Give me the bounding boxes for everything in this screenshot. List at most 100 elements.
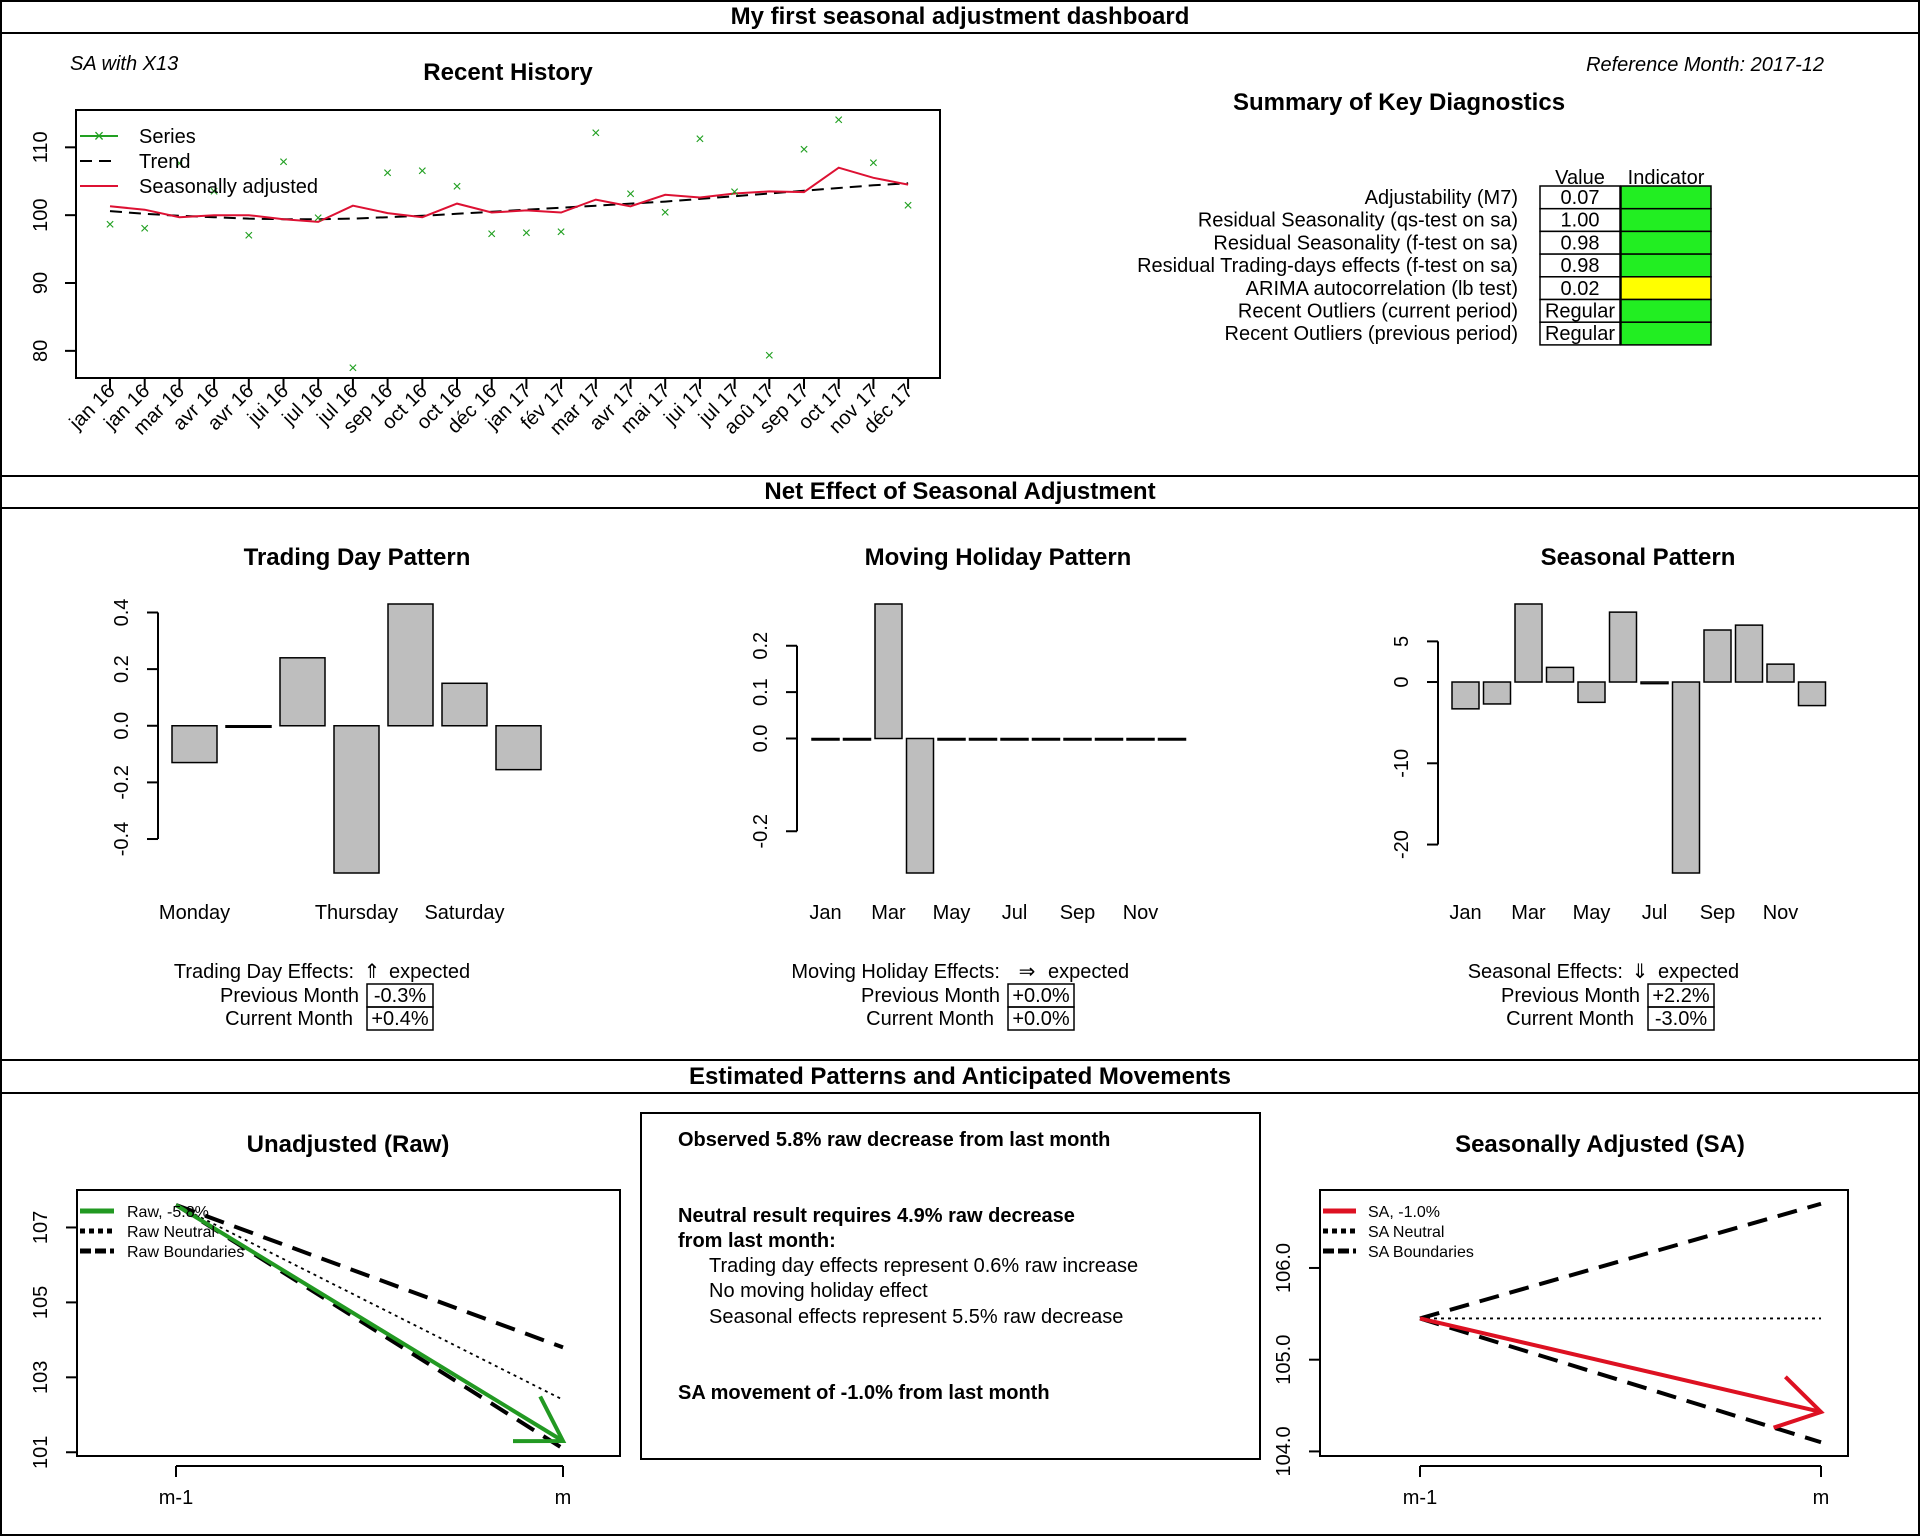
y-tick-label: 105.0	[1273, 1335, 1295, 1385]
trading-x-labels: Monday Thursday Saturday	[159, 902, 505, 924]
diagnostic-indicator-cell	[1620, 207, 1712, 233]
trading-curr-label: Current Month	[225, 1008, 353, 1030]
bar	[441, 682, 488, 727]
diagnostic-label: Recent Outliers (current period)	[1238, 301, 1518, 323]
y-tick-label: 0	[1391, 676, 1413, 687]
y-tick-label: 101	[30, 1436, 52, 1469]
legend-series-label: Series	[139, 126, 196, 148]
bar	[1126, 737, 1155, 741]
seasonal-prev-value: +2.2%	[1652, 985, 1709, 1007]
y-tick-label: 0.2	[111, 655, 133, 683]
x-category-label: Nov	[1763, 902, 1799, 924]
holiday-curr-label: Current Month	[866, 1008, 994, 1030]
trading-curr-value: +0.4%	[371, 1008, 428, 1030]
y-tick-label: 110	[30, 131, 52, 163]
y-tick-label: 0.2	[750, 632, 772, 660]
diagnostic-indicator-cell	[1620, 253, 1712, 278]
y-tick-label: 0.4	[111, 599, 133, 627]
raw-axes: 101 103 105 107 m-1 m	[30, 1211, 571, 1509]
y-tick-label: -10	[1391, 749, 1413, 778]
bar	[1482, 681, 1512, 705]
bar	[1608, 611, 1638, 683]
legend-series-marker: ×	[94, 126, 105, 146]
chart-title-trading-day: Trading Day Pattern	[244, 544, 471, 571]
movement-summary-frame	[640, 1112, 1261, 1460]
bar	[1577, 681, 1606, 704]
raw-movement-chart: Unadjusted (Raw) 101 103 105 107 m-1 m Raw, -…	[30, 1131, 621, 1509]
summary-observed: Observed 5.8% raw decrease from last mon…	[678, 1129, 1110, 1151]
diagnostic-indicator-cell	[1620, 230, 1712, 255]
series-points: × × × × × × × × × × × × × × × × × × × × × × × ×	[105, 112, 912, 377]
y-tick-label: 105	[30, 1286, 52, 1319]
series-point: ×	[105, 217, 114, 234]
series-point: ×	[695, 131, 704, 148]
series-point: ×	[244, 228, 253, 245]
x-category-label: Monday	[159, 902, 230, 924]
history-legend: × Series Trend Seasonally adjusted	[80, 126, 318, 198]
y-tick-label: -20	[1391, 830, 1413, 859]
diagnostic-value: 0.07	[1561, 187, 1600, 209]
legend-trend-label: Trend	[139, 151, 191, 173]
series-point: ×	[452, 179, 461, 196]
holiday-effects-heading: Moving Holiday Effects:	[791, 961, 1000, 983]
holiday-bars	[811, 603, 1187, 874]
holiday-curr-box	[1007, 1006, 1075, 1031]
trading-effects-arrow: ⇑	[364, 961, 381, 983]
seasonally-adjusted-line	[109, 166, 909, 223]
x-category-label: Jul	[1002, 902, 1028, 924]
bar	[1671, 681, 1701, 874]
bar	[333, 725, 380, 874]
summary-item-seasonal: Seasonal effects represent 5.5% raw decr…	[709, 1306, 1123, 1328]
x-category-label: Sep	[1700, 902, 1736, 924]
seasonal-chart: Seasonal Pattern -20 -10 0 5 Jan Mar May Jul Se…	[1391, 544, 1827, 924]
series-point: ×	[556, 224, 565, 241]
bar	[1545, 666, 1575, 683]
bar	[937, 737, 966, 741]
diagnostic-value: 0.98	[1561, 232, 1600, 254]
series-point: ×	[209, 183, 218, 200]
legend-sa-label: Seasonally adjusted	[139, 176, 318, 198]
series-point: ×	[661, 204, 670, 221]
holiday-effects-expected: expected	[1048, 961, 1129, 983]
sa-boundary-upper	[1419, 1201, 1822, 1321]
raw-arrowhead	[512, 1395, 567, 1444]
method-label: SA with X13	[70, 53, 178, 75]
y-tick-label: 80	[30, 340, 52, 362]
x-category-label: Mar	[871, 902, 906, 924]
legend-sa-neutral-label: SA Neutral	[1368, 1224, 1444, 1241]
x-category-label: Thursday	[315, 902, 398, 924]
bar	[1797, 681, 1827, 707]
chart-title-seasonal: Seasonal Pattern	[1541, 544, 1736, 571]
trading-curr-box	[366, 1006, 434, 1031]
bar	[171, 725, 218, 764]
seasonal-bars	[1451, 603, 1827, 874]
sa-boundary-lower	[1419, 1316, 1822, 1445]
bar	[1094, 737, 1124, 741]
section-title-net-effect: Net Effect of Seasonal Adjustment	[764, 478, 1155, 505]
seasonal-y-axis: -20 -10 0 5	[1391, 636, 1439, 859]
x-tick-label: jui 17	[659, 380, 709, 430]
bar	[279, 657, 326, 727]
x-category-label: Jan	[809, 902, 841, 924]
diagnostics-title: Summary of Key Diagnostics	[1233, 89, 1565, 116]
y-tick-label: 107	[30, 1211, 52, 1244]
diagnostic-value: 1.00	[1561, 210, 1600, 232]
diagnostic-label: Recent Outliers (previous period)	[1225, 323, 1518, 345]
series-point: ×	[869, 155, 878, 172]
series-point: ×	[348, 360, 357, 377]
summary-sa-movement: SA movement of -1.0% from last month	[678, 1382, 1050, 1404]
bar	[1514, 603, 1543, 683]
x-category-label: Jan	[1449, 902, 1481, 924]
diagnostic-value-cell	[1539, 321, 1621, 346]
trading-bars	[171, 603, 542, 874]
x-tick-label: jui 16	[243, 380, 293, 430]
x-tick-label: jul 16	[278, 380, 328, 430]
y-tick-label: 104.0	[1273, 1426, 1295, 1476]
bar	[495, 725, 542, 771]
series-point: ×	[279, 154, 288, 171]
holiday-curr-value: +0.0%	[1012, 1008, 1069, 1030]
history-y-axis: 80 90 100 110	[30, 131, 77, 362]
plot-frame-history	[75, 109, 941, 379]
holiday-y-axis: -0.2 0.0 0.1 0.2	[750, 632, 798, 848]
